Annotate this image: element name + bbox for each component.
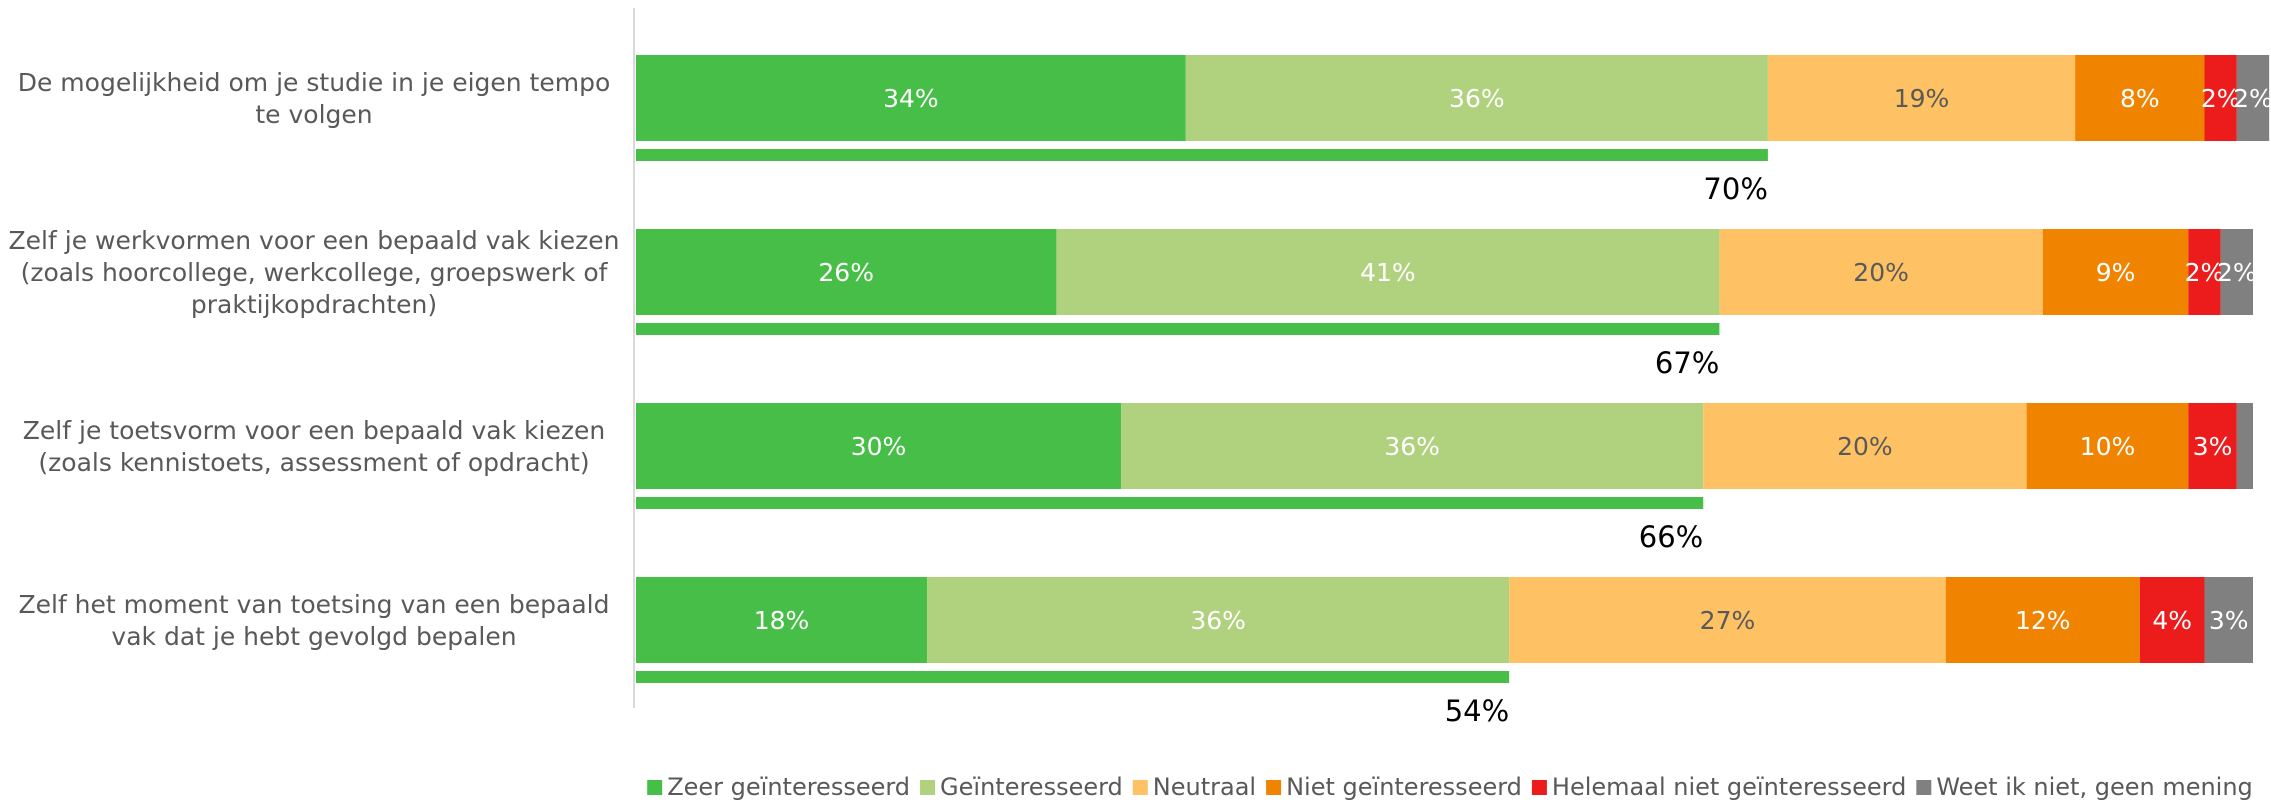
data-label: 36%: [1449, 84, 1505, 113]
total-label: 66%: [1639, 520, 1703, 554]
legend-swatch: [920, 780, 936, 795]
bar-segment: [1121, 403, 1704, 489]
data-label: 20%: [1837, 432, 1893, 461]
bar-segment: [1509, 577, 1946, 663]
bar-segment: [2204, 55, 2237, 141]
data-label: 3%: [2209, 606, 2249, 635]
data-label: 4%: [2152, 606, 2192, 635]
bar-segment: [1056, 229, 1720, 315]
legend-label: Weet ik niet, geen mening: [1936, 773, 2252, 801]
bar-segment: [1719, 229, 2043, 315]
data-label: 34%: [883, 84, 939, 113]
data-label: 18%: [754, 606, 810, 635]
bar-segment: [636, 403, 1122, 489]
bar-segment: [636, 577, 928, 663]
category-label: Zelf je toetsvorm voor een bepaald vak k…: [23, 416, 605, 477]
data-label: 2%: [2201, 84, 2241, 113]
category-labels: De mogelijkheid om je studie in je eigen…: [9, 68, 620, 651]
data-label: 30%: [851, 432, 907, 461]
bar-segment: [2139, 577, 2205, 663]
total-bar: [636, 149, 1768, 161]
legend-swatch: [1132, 780, 1148, 795]
total-label: 70%: [1703, 172, 1767, 206]
bar-segment: [2236, 403, 2253, 489]
data-label: 19%: [1894, 84, 1950, 113]
legend-swatch: [1916, 780, 1932, 795]
bar-segment: [927, 577, 1510, 663]
total-label: 54%: [1445, 694, 1509, 728]
legend: Zeer geïnteresseerd Geïnteresseerd Neutraa…: [647, 773, 2253, 801]
legend-label: Niet geïnteresseerd: [1286, 773, 1522, 801]
total-bar: [636, 671, 1510, 683]
data-label: 41%: [1360, 258, 1416, 287]
legend-swatch: [1266, 780, 1282, 795]
legend-item: Helemaal niet geïnteresseerd: [1531, 773, 1906, 801]
legend-item: Weet ik niet, geen mening: [1916, 773, 2253, 801]
legend-label: Neutraal: [1153, 773, 1256, 801]
bar-segment: [2042, 229, 2189, 315]
bar-segment: [2075, 55, 2205, 141]
bar-segment: [2188, 229, 2221, 315]
data-label: 20%: [1853, 258, 1909, 287]
bar-segment: [2188, 403, 2237, 489]
legend-item: Zeer geïnteresseerd: [647, 773, 910, 801]
category-label: De mogelijkheid om je studie in je eigen…: [18, 68, 611, 129]
category-label: Zelf je werkvormen voor een bepaald vak …: [9, 226, 620, 319]
data-label: 8%: [2120, 84, 2160, 113]
bar-segment: [1767, 55, 2076, 141]
bar-segment: [2220, 229, 2253, 315]
legend-item: Geïnteresseerd: [920, 773, 1123, 801]
legend-label: Zeer geïnteresseerd: [667, 773, 910, 801]
data-label: 36%: [1384, 432, 1440, 461]
bar-segments: 34% 36% 19% 8% 2%2%26% 41% 20% 9% 2%2%30% 36% 20% 1…: [636, 55, 2271, 663]
legend-item: Neutraal: [1132, 773, 1256, 801]
data-label: 12%: [2015, 606, 2071, 635]
bar-segment: [636, 229, 1057, 315]
category-label: Zelf het moment van toetsing van een bep…: [18, 590, 609, 651]
data-label: 27%: [1700, 606, 1756, 635]
data-label: 2%: [2185, 258, 2225, 287]
data-label: 2%: [2217, 258, 2257, 287]
bar-segment: [2026, 403, 2189, 489]
total-label: 67%: [1655, 346, 1719, 380]
legend-swatch: [1531, 780, 1547, 795]
data-label: 3%: [2193, 432, 2233, 461]
total-bar: [636, 497, 1704, 509]
bar-segment: [1945, 577, 2140, 663]
data-label: 36%: [1190, 606, 1246, 635]
bar-segment: [1703, 403, 2027, 489]
bar-segment: [1185, 55, 1768, 141]
bar-segment: [636, 55, 1186, 141]
data-label: 2%: [2233, 84, 2271, 113]
data-label: 26%: [818, 258, 874, 287]
bar-segment: [2204, 577, 2253, 663]
total-bars: 70% 67% 66% 54%: [636, 149, 1768, 728]
bar-segment: [2236, 55, 2270, 141]
data-label: 10%: [2080, 432, 2136, 461]
legend-label: Helemaal niet geïnteresseerd: [1552, 773, 1906, 801]
legend-item: Niet geïnteresseerd: [1266, 773, 1522, 801]
legend-swatch: [647, 780, 663, 795]
legend-label: Geïnteresseerd: [940, 773, 1123, 801]
data-label: 9%: [2096, 258, 2136, 287]
total-bar: [636, 323, 1720, 335]
